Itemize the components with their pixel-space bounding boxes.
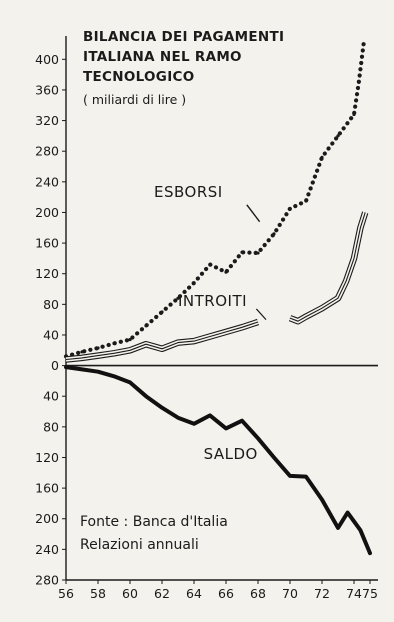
y-tick-label: 240 (35, 542, 59, 557)
x-tick-label: 70 (282, 586, 298, 601)
series-label-esborsi: ESBORSI (154, 183, 223, 201)
y-tick-label: 40 (43, 327, 59, 342)
introiti-line-core (65, 321, 259, 361)
chart-title: BILANCIA DEI PAGAMENTI ITALIANA NEL RAMO… (83, 29, 284, 107)
saldo-line (64, 365, 372, 556)
source-line-2: Relazioni annuali (80, 537, 199, 553)
series-label-saldo: SALDO (204, 445, 258, 463)
y-tick-label: 40 (43, 389, 59, 404)
x-tick-label: 58 (90, 586, 106, 601)
x-axis-ticks: 56 58 60 62 64 66 68 70 72 74 75 (58, 580, 378, 601)
y-tick-label: 200 (35, 511, 59, 526)
esborsi-data-point (192, 281, 196, 285)
esborsi-data-point (272, 232, 276, 236)
series-layer: ESBORSI INTROITI SALDO (63, 41, 372, 556)
esborsi-data-point (304, 199, 308, 203)
title-line-2: ITALIANA NEL RAMO (83, 49, 242, 65)
esborsi-data-point (352, 112, 356, 117)
introiti-line (65, 318, 260, 363)
y-tick-label: 80 (43, 297, 59, 312)
series-esborsi: ESBORSI (63, 41, 366, 359)
esborsi-data-point (160, 310, 164, 314)
series-introiti: INTROITI (65, 211, 369, 363)
source-line-1: Fonte : Banca d'Italia (80, 514, 228, 530)
y-tick-label: 240 (35, 174, 59, 189)
y-tick-label: 0 (51, 358, 59, 373)
y-tick-label: 120 (35, 450, 59, 465)
x-tick-label: 56 (58, 586, 74, 601)
y-tick-label: 280 (35, 573, 59, 588)
esborsi-data-point (176, 296, 180, 300)
introiti-line-core (289, 212, 366, 322)
esborsi-data-point (256, 251, 260, 255)
esborsi-data-point (357, 80, 361, 84)
esborsi-data-point (288, 207, 292, 211)
esborsi-data-point (96, 346, 100, 350)
chart-subtitle: ( miliardi di lire ) (83, 92, 186, 107)
y-axis-ticks: 4003603202802402001601208040040801201602… (35, 52, 66, 588)
x-tick-label: 64 (186, 586, 202, 601)
x-tick-label: 60 (122, 586, 138, 601)
title-line-3: TECNOLOGICO (83, 69, 195, 85)
esborsi-data-point (362, 42, 366, 46)
y-tick-label: 280 (35, 144, 59, 159)
introiti-label-leader (255, 308, 267, 321)
esborsi-data-point (128, 337, 132, 342)
series-saldo: SALDO (64, 365, 372, 556)
x-tick-label: 66 (218, 586, 234, 601)
x-tick-label: 74 (346, 586, 362, 601)
y-tick-label: 400 (35, 52, 59, 67)
esborsi-data-point (224, 270, 228, 274)
y-tick-label: 160 (35, 481, 59, 496)
esborsi-data-point (320, 155, 324, 159)
x-tick-label: 62 (154, 586, 170, 601)
y-tick-label: 80 (43, 419, 59, 434)
x-tick-label: 72 (314, 586, 330, 601)
esborsi-data-point (144, 324, 148, 328)
title-line-1: BILANCIA DEI PAGAMENTI (83, 29, 284, 45)
y-tick-label: 120 (35, 266, 59, 281)
series-label-introiti: INTROITI (178, 292, 247, 310)
esborsi-data-point (80, 350, 84, 354)
y-tick-label: 200 (35, 205, 59, 220)
y-tick-label: 160 (35, 236, 59, 251)
esborsi-data-point (240, 250, 244, 254)
esborsi-data-point (336, 134, 340, 138)
esborsi-data-point (112, 341, 116, 345)
chart-source-note: Fonte : Banca d'Italia Relazioni annuali (80, 514, 228, 553)
chart-axes (65, 36, 378, 581)
x-tick-label: 68 (250, 586, 266, 601)
y-tick-label: 360 (35, 82, 59, 97)
esborsi-label-leader (246, 204, 261, 223)
x-tick-label: 75 (362, 586, 378, 601)
y-tick-label: 320 (35, 113, 59, 128)
esborsi-data-point (208, 262, 212, 267)
